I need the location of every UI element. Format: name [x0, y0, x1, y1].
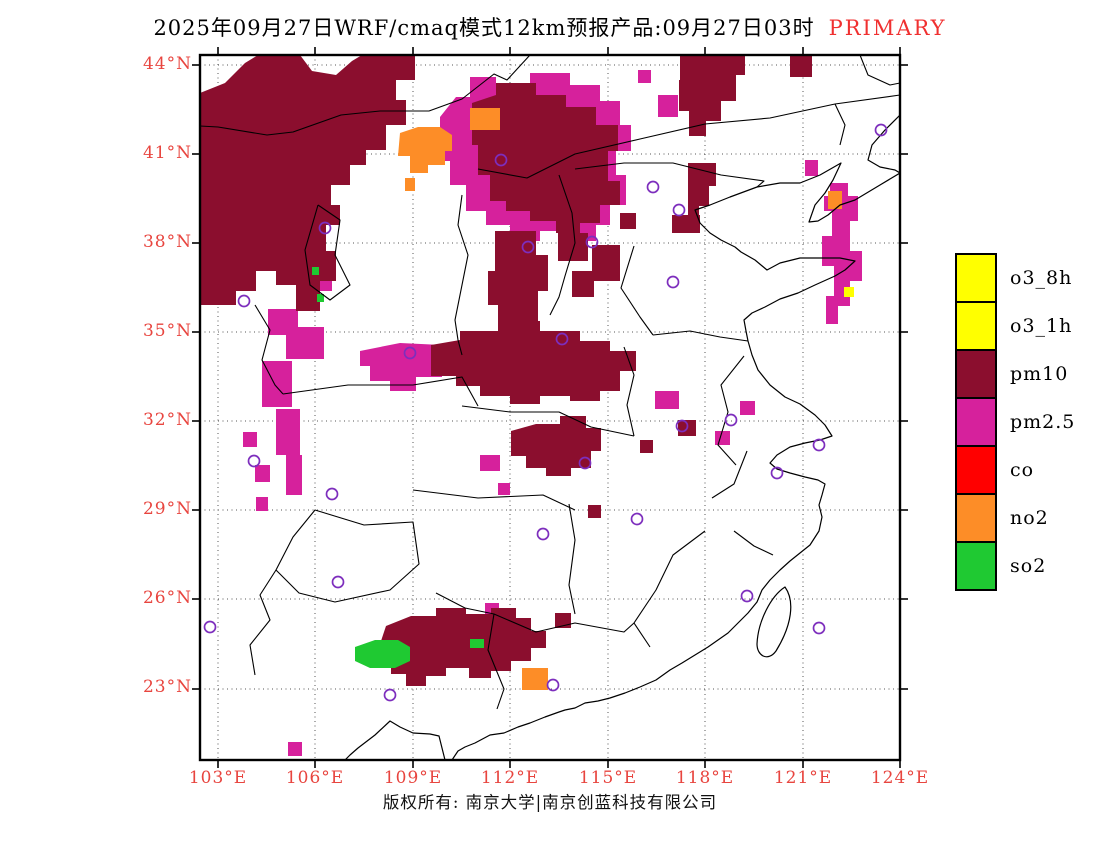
legend: o3_8h o3_1h pm10 pm2.5 co no2 so2 [955, 253, 1075, 591]
copyright-text: 版权所有: 南京大学|南京创蓝科技有限公司 [382, 793, 718, 812]
lat-tick-label: 23°N [142, 677, 192, 697]
legend-swatch [955, 445, 997, 495]
legend-swatch [955, 397, 997, 447]
legend-item: o3_8h [955, 253, 1075, 303]
lon-tick-label: 109°E [383, 768, 443, 788]
lon-tick-label: 106°E [285, 768, 345, 788]
lat-tick-label: 35°N [142, 321, 192, 341]
plot-title: 2025年09月27日WRF/cmaq模式12km预报产品:09月27日03时 P… [0, 12, 1100, 42]
province-boundaries [200, 55, 900, 710]
legend-swatch [955, 253, 997, 303]
map-frame [192, 47, 908, 768]
legend-label: pm10 [1010, 363, 1069, 385]
map-border-and-ticks [192, 47, 908, 768]
lat-tick-label: 44°N [142, 54, 192, 74]
pm10-layer [200, 55, 812, 686]
lat-tick-label: 29°N [142, 499, 192, 519]
lon-tick-label: 115°E [578, 768, 638, 788]
lon-tick-label: 118°E [675, 768, 735, 788]
coastline [344, 114, 900, 760]
city-markers [203, 123, 888, 702]
legend-swatch [955, 349, 997, 399]
legend-label: o3_1h [1010, 315, 1073, 337]
lon-tick-label: 112°E [480, 768, 540, 788]
legend-label: co [1010, 459, 1035, 481]
legend-item: co [955, 445, 1075, 495]
title-text: 2025年09月27日WRF/cmaq模式12km预报产品:09月27日03时 [153, 16, 815, 40]
lon-tick-label: 103°E [188, 768, 248, 788]
lat-tick-label: 32°N [142, 410, 192, 430]
legend-item: o3_1h [955, 301, 1075, 351]
legend-swatch [955, 493, 997, 543]
lat-tick-label: 38°N [142, 232, 192, 252]
lat-tick-label: 41°N [142, 143, 192, 163]
legend-label: pm2.5 [1010, 411, 1076, 433]
o3-layer [844, 287, 854, 297]
legend-item: so2 [955, 541, 1075, 591]
legend-item: no2 [955, 493, 1075, 543]
map-canvas [192, 47, 908, 768]
so2-layer [312, 267, 484, 668]
lon-tick-label: 124°E [870, 768, 930, 788]
legend-swatch [955, 541, 997, 591]
title-primary-label: PRIMARY [828, 16, 947, 40]
legend-label: o3_8h [1010, 267, 1073, 289]
legend-label: no2 [1010, 507, 1049, 529]
legend-item: pm10 [955, 349, 1075, 399]
lon-tick-label: 121°E [773, 768, 833, 788]
legend-label: so2 [1010, 555, 1047, 577]
no2-layer [398, 108, 842, 690]
legend-swatch [955, 301, 997, 351]
lat-tick-label: 26°N [142, 588, 192, 608]
legend-item: pm2.5 [955, 397, 1075, 447]
